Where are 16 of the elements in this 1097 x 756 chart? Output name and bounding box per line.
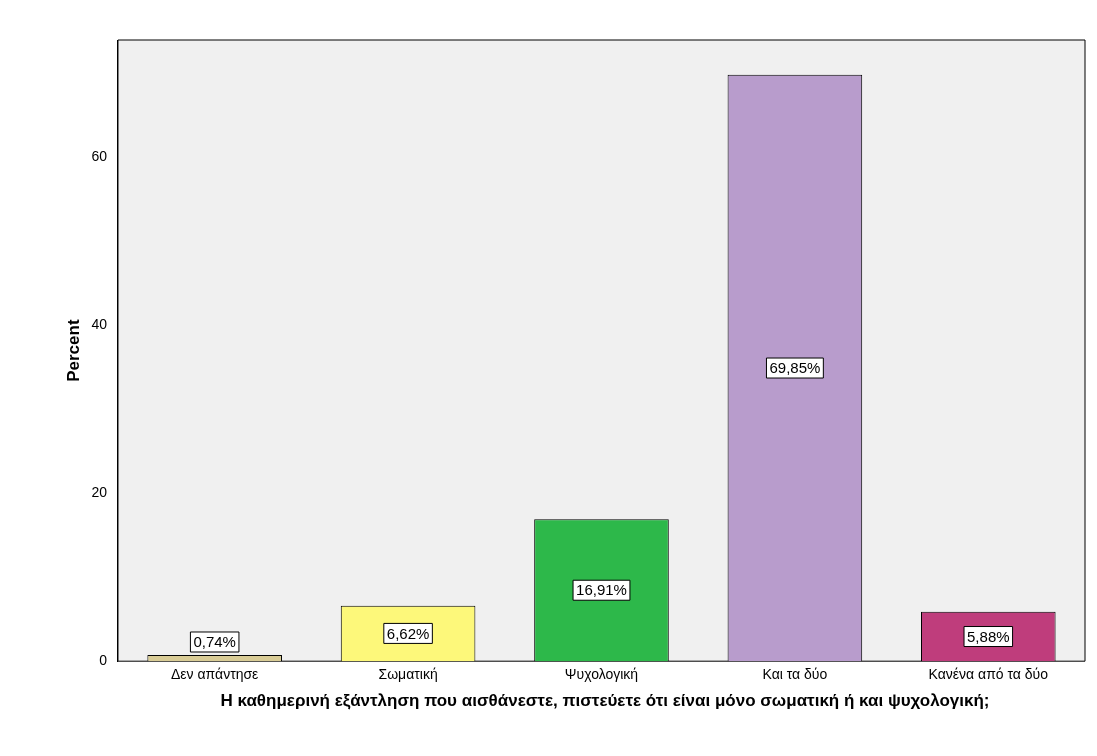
data-label: 5,88%	[967, 627, 1010, 645]
y-tick-label: 60	[91, 148, 108, 165]
x-tick-label: Ψυχολογική	[564, 666, 639, 683]
y-tick-label: 0	[99, 652, 108, 669]
data-label: 69,85%	[769, 359, 821, 377]
data-label: 6,62%	[386, 624, 430, 642]
x-tick-label: Σωματική	[378, 666, 438, 683]
y-axis-title: Percent	[63, 319, 83, 382]
x-tick-label: Κανένα από τα δύο	[928, 666, 1049, 683]
y-tick-label: 20	[91, 484, 108, 501]
data-label: 16,91%	[576, 581, 627, 599]
y-tick-label: 40	[91, 316, 108, 333]
x-tick-label: Και τα δύο	[762, 666, 828, 683]
x-axis-title: Η καθημερινή εξάντληση που αισθάνεστε, πιστεύετε ότι είναι μόνο σωματική ή και ψυχολογική;	[219, 691, 991, 710]
data-label: 0,74%	[193, 633, 236, 651]
x-tick-label: Δεν απάντησε	[171, 666, 259, 683]
